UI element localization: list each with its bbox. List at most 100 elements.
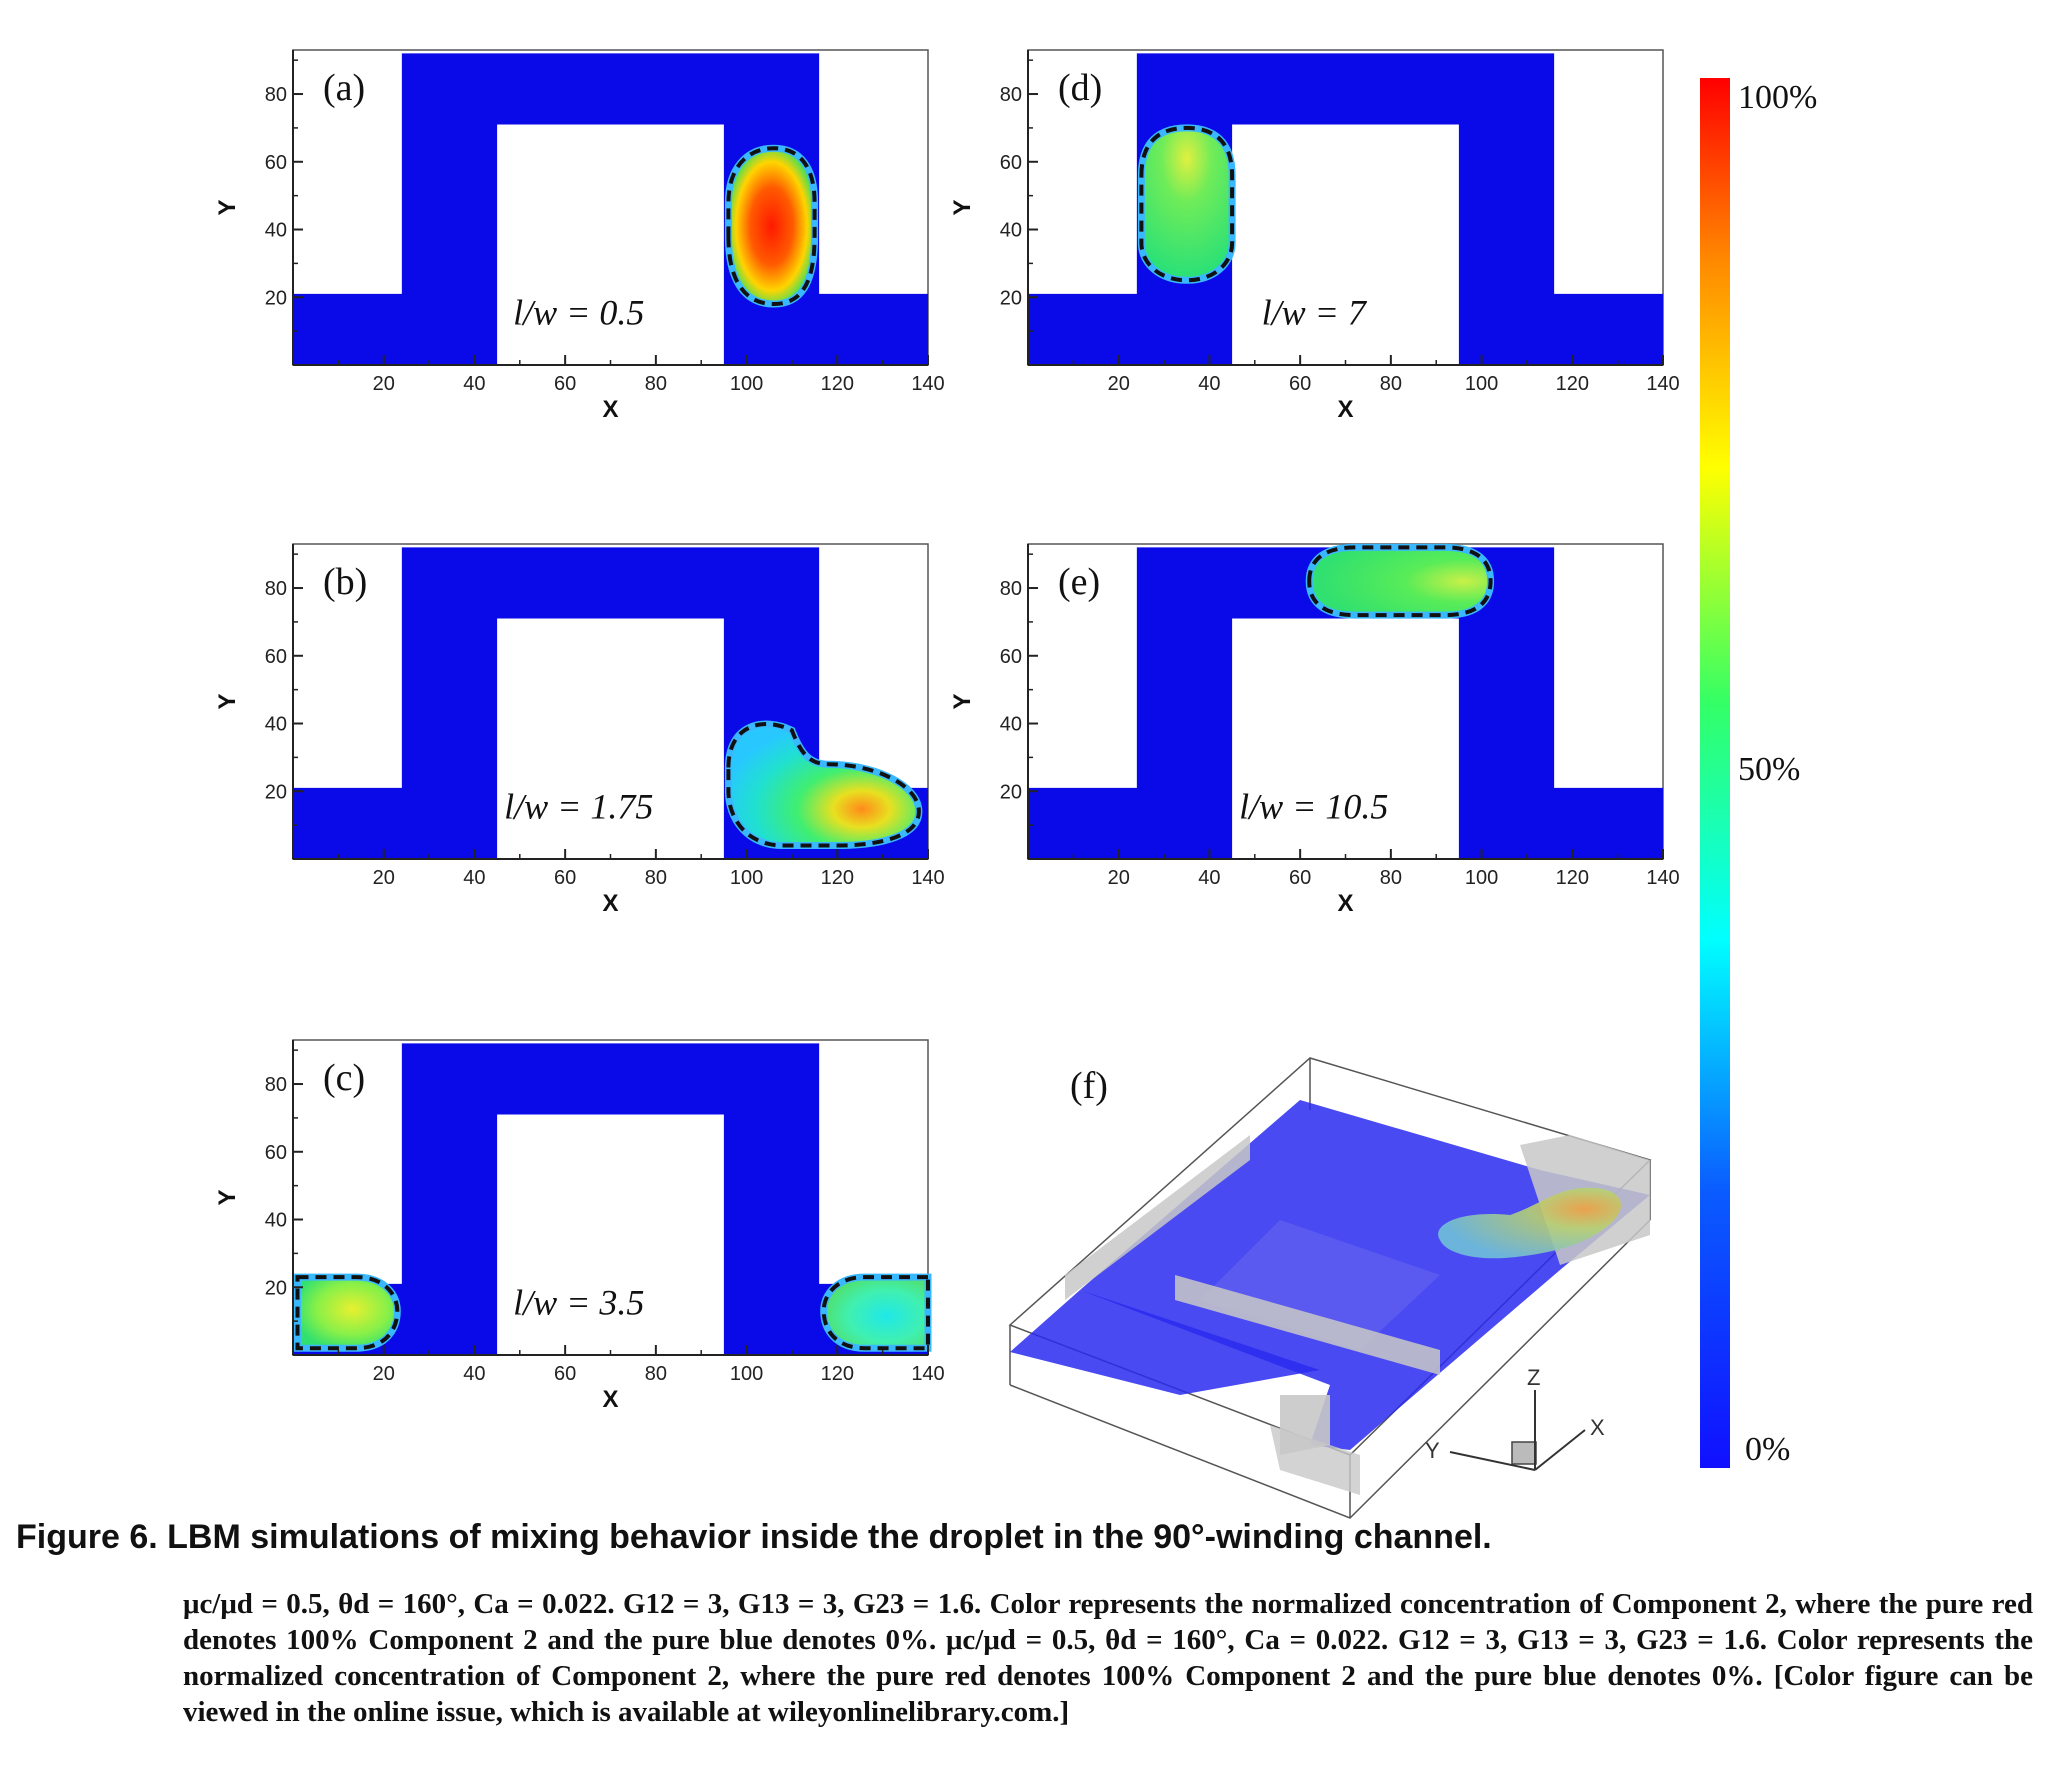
x-tick-label: 120 bbox=[821, 1363, 854, 1385]
x-tick-label: 140 bbox=[911, 867, 944, 889]
y-axis-arrow bbox=[1449, 1451, 1536, 1471]
x-tick-label: 80 bbox=[645, 867, 667, 889]
droplet bbox=[1137, 124, 1236, 284]
colorbar: 100% 50% 0% bbox=[1700, 78, 1817, 1468]
length-ratio-label: l/w = 1.75 bbox=[504, 786, 653, 826]
x-axis-label: X bbox=[602, 890, 618, 917]
x-tick-label: 120 bbox=[1556, 373, 1589, 395]
droplet-outline bbox=[1307, 545, 1493, 618]
y-tick-label: 20 bbox=[265, 287, 287, 309]
x-axis-label: X bbox=[602, 1386, 618, 1413]
y-tick-label: 40 bbox=[1000, 714, 1022, 736]
x-axis-label: X bbox=[1337, 396, 1353, 423]
x-tick-label: 120 bbox=[821, 867, 854, 889]
y-tick-label: 60 bbox=[1000, 646, 1022, 668]
channel-inlet bbox=[1010, 1290, 1320, 1395]
caption-text-2: Color represents the normalized concentr… bbox=[183, 1624, 2034, 1728]
x-axis-arrow bbox=[1534, 1429, 1586, 1471]
x-tick-label: 100 bbox=[730, 373, 763, 395]
panel-f-3d-view: (f) Z X Y bbox=[1008, 1057, 1652, 1519]
panel-label: (f) bbox=[1070, 1065, 1108, 1107]
wall bbox=[1175, 1275, 1440, 1375]
y-tick-label: 60 bbox=[265, 646, 287, 668]
y-tick-label: 80 bbox=[1000, 578, 1022, 600]
y-tick-label: 40 bbox=[265, 1210, 287, 1232]
x-axis-label: X bbox=[1590, 1415, 1605, 1440]
wall bbox=[1270, 1425, 1360, 1495]
x-tick-label: 40 bbox=[463, 867, 485, 889]
panel-b: 20 40 60 80 100 120 140 20 40 60 80 X Y (b) l/w = 1.75 bbox=[214, 543, 945, 917]
x-tick-label: 100 bbox=[730, 1363, 763, 1385]
x-tick-label: 140 bbox=[1646, 373, 1679, 395]
droplet-outline bbox=[295, 1275, 400, 1351]
x-tick-label: 80 bbox=[645, 373, 667, 395]
droplet bbox=[820, 1273, 932, 1352]
colorbar-gradient bbox=[1700, 78, 1730, 1468]
x-tick-label: 120 bbox=[1556, 867, 1589, 889]
x-tick-label: 60 bbox=[1289, 373, 1311, 395]
length-ratio-label: l/w = 7 bbox=[1262, 292, 1368, 332]
caption-params: μc/μd = 0.5, θd = 160°, Ca = 0.022. G12 … bbox=[183, 1588, 982, 1620]
wall bbox=[1065, 1135, 1250, 1300]
length-ratio-label: l/w = 3.5 bbox=[513, 1282, 644, 1322]
y-tick-label: 20 bbox=[1000, 781, 1022, 803]
droplet-outline bbox=[726, 146, 817, 307]
panel-label: (c) bbox=[323, 1057, 365, 1099]
x-tick-label: 60 bbox=[554, 867, 576, 889]
channel-region bbox=[1028, 547, 1663, 859]
x-tick-label: 140 bbox=[911, 373, 944, 395]
x-tick-label: 80 bbox=[1380, 373, 1402, 395]
x-tick-label: 80 bbox=[1380, 867, 1402, 889]
y-tick-label: 80 bbox=[265, 1074, 287, 1096]
droplet-outline bbox=[726, 722, 921, 848]
y-tick-label: 40 bbox=[265, 714, 287, 736]
x-tick-label: 60 bbox=[554, 373, 576, 395]
x-axis-label: X bbox=[1337, 890, 1353, 917]
x-tick-label: 40 bbox=[463, 1363, 485, 1385]
axis-triad-cube bbox=[1511, 1441, 1537, 1465]
droplet-outline bbox=[1139, 125, 1235, 283]
x-tick-label: 140 bbox=[911, 1363, 944, 1385]
caption-text-1: Color represents the normalized concentr… bbox=[183, 1588, 2033, 1656]
x-tick-label: 140 bbox=[1646, 867, 1679, 889]
x-tick-label: 80 bbox=[645, 1363, 667, 1385]
droplet-outline bbox=[821, 1275, 930, 1351]
y-tick-label: 60 bbox=[1000, 152, 1022, 174]
x-tick-label: 20 bbox=[1108, 373, 1130, 395]
droplet-3d bbox=[1438, 1187, 1622, 1259]
x-tick-label: 120 bbox=[821, 373, 854, 395]
x-tick-label: 40 bbox=[1198, 867, 1220, 889]
droplet bbox=[294, 1273, 401, 1352]
panel-label: (a) bbox=[323, 67, 365, 109]
x-tick-label: 20 bbox=[1108, 867, 1130, 889]
x-tick-label: 40 bbox=[1198, 373, 1220, 395]
droplet bbox=[724, 144, 819, 308]
panel-label: (d) bbox=[1058, 67, 1102, 109]
channel-region bbox=[293, 1043, 928, 1355]
y-tick-label: 80 bbox=[265, 84, 287, 106]
panel-label: (b) bbox=[323, 561, 367, 603]
panel-e: 20 40 60 80 100 120 140 20 40 60 80 X Y (e) l/w = 10.5 bbox=[949, 543, 1680, 917]
y-tick-label: 20 bbox=[265, 1277, 287, 1299]
caption-params-repeat: μc/μd = 0.5, θd = 160°, Ca = 0.022. G12 … bbox=[945, 1624, 1768, 1656]
y-axis-label: Y bbox=[949, 693, 976, 709]
x-tick-label: 20 bbox=[373, 1363, 395, 1385]
y-tick-label: 80 bbox=[1000, 84, 1022, 106]
droplet bbox=[1305, 543, 1495, 619]
y-tick-label: 20 bbox=[265, 781, 287, 803]
y-axis-label: Y bbox=[214, 1189, 241, 1205]
colorbar-mid-label: 50% bbox=[1738, 751, 1800, 788]
y-axis-label: Y bbox=[1425, 1438, 1440, 1463]
x-tick-label: 100 bbox=[1465, 867, 1498, 889]
panel-label: (e) bbox=[1058, 561, 1100, 603]
x-axis-label: X bbox=[602, 396, 618, 423]
z-axis-label: Z bbox=[1527, 1365, 1540, 1390]
panel-d: 20 40 60 80 100 120 140 20 40 60 80 X Y (d) l/w = 7 bbox=[949, 49, 1680, 423]
x-tick-label: 40 bbox=[463, 373, 485, 395]
colorbar-max-label: 100% bbox=[1738, 79, 1817, 116]
panel-c: 20 40 60 80 100 120 140 20 40 60 80 X Y (c) l/w = 3.5 bbox=[214, 1039, 945, 1413]
y-tick-label: 60 bbox=[265, 152, 287, 174]
figure-title: Figure 6. LBM simulations of mixing beha… bbox=[16, 1518, 1492, 1556]
colorbar-min-label: 0% bbox=[1745, 1431, 1790, 1468]
